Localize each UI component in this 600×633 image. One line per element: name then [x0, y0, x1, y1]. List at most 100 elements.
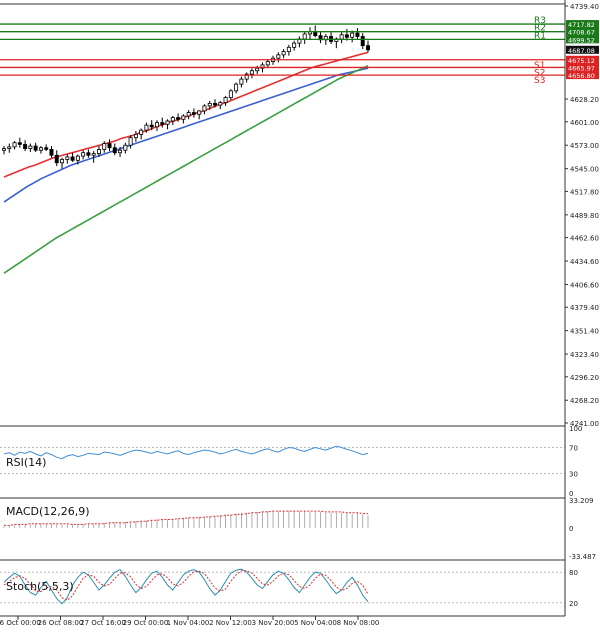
time-tick-label: 5 Nov 04:00 [294, 619, 337, 627]
candle-body [2, 148, 6, 151]
pivot-value-badge [566, 71, 599, 80]
price-tick-label: 4573.00 [570, 142, 599, 150]
macd-signal-line [4, 510, 368, 526]
pivot-label-s1: S1 [534, 61, 545, 71]
pivot-value-r3: 4717.82 [568, 21, 595, 29]
price-tick-label: 4434.60 [570, 258, 599, 266]
pivot-value-badge [566, 63, 599, 72]
candle-body [197, 110, 202, 115]
candle-body [186, 112, 191, 117]
time-tick-label: 26 Oct 08:00 [38, 619, 84, 627]
candle-body [286, 46, 291, 52]
candle-body [350, 32, 355, 38]
price-tick-label: 4517.80 [570, 188, 599, 196]
moving-average-line [3, 64, 369, 274]
candle-body [54, 154, 59, 164]
rsi-tick-label: 100 [569, 425, 582, 433]
pivot-value-r1: 4699.52 [568, 36, 595, 44]
time-tick-label: 3 Nov 20:00 [252, 619, 295, 627]
candle-body [96, 149, 101, 154]
price-tick-label: 4489.80 [570, 212, 599, 220]
candle-body [292, 42, 297, 48]
price-tick-label: 4406.60 [570, 281, 599, 289]
price-tick-label: 4739.40 [570, 3, 599, 11]
candle-body [107, 143, 112, 149]
pivot-label-s3: S3 [534, 76, 545, 86]
time-tick-label: 8 Nov 08:00 [337, 619, 380, 627]
price-candles [2, 25, 370, 169]
text-labels: 4739.40 4628.20 4601.00 4573.00 4545.00 4517.… [0, 3, 599, 627]
time-tick-label: 26 Oct 00:00 [0, 619, 41, 627]
candle-body [170, 117, 175, 122]
candle-body [28, 145, 33, 149]
pivot-value-s3: 4656.80 [568, 72, 595, 80]
candle-body [12, 142, 17, 148]
stoch-d-line [3, 570, 369, 601]
macd-tick-label: 33.209 [569, 497, 594, 505]
candle-body [123, 144, 128, 151]
candle-body [165, 120, 170, 125]
candle-body [44, 147, 49, 150]
candle-body [144, 124, 149, 131]
pivot-value-badge [566, 55, 599, 64]
price-tick-label: 4323.40 [570, 351, 599, 359]
pivot-value-s2: 4665.97 [568, 64, 595, 72]
candle-body [344, 34, 349, 38]
candle-body [149, 124, 154, 128]
candle-body [155, 122, 159, 128]
pivot-label-r1: R1 [534, 31, 546, 41]
stoch-k-line [3, 568, 369, 605]
price-tick-label: 4601.00 [570, 119, 599, 127]
stoch-tick-label: 20 [569, 600, 578, 608]
rsi-tick-label: 0 [569, 490, 573, 498]
rsi-tick-label: 70 [569, 445, 578, 453]
rsi-tick-label: 30 [569, 471, 578, 479]
candle-body [49, 149, 54, 156]
stoch-title: Stoch(5,5,3) [6, 580, 74, 593]
price-tick-label: 4351.40 [570, 328, 599, 336]
candle-body [139, 129, 144, 135]
pivot-value-badge [566, 20, 599, 29]
pivot-label-r2: R2 [534, 24, 546, 34]
price-tick-label: 4241.00 [570, 420, 599, 428]
candle-body [244, 73, 249, 80]
candle-body [366, 45, 370, 51]
candle-body [281, 51, 286, 56]
candle-body [265, 61, 270, 66]
pivot-levels [0, 20, 599, 80]
price-tick-label: 4296.20 [570, 374, 599, 382]
candle-body [133, 133, 138, 139]
candle-body [339, 34, 344, 40]
candle-body [17, 142, 22, 145]
price-tick-label: 4462.60 [570, 235, 599, 243]
pivot-label-r3: R3 [534, 16, 546, 26]
moving-averages [3, 51, 369, 274]
time-tick-label: 2 Nov 12:00 [209, 619, 252, 627]
candle-body [202, 105, 207, 112]
candle-body [33, 145, 38, 151]
candle-body [112, 147, 117, 154]
candle-body [260, 64, 265, 69]
pivot-value-badge [566, 35, 599, 44]
candle-body [176, 117, 181, 120]
stoch-tick-label: 80 [569, 569, 578, 577]
candle-body [218, 102, 223, 106]
candle-body [276, 54, 281, 59]
candle-body [65, 156, 70, 160]
time-tick-label: 27 Oct 16:00 [80, 619, 126, 627]
macd-panel [3, 510, 369, 528]
candle-body [228, 90, 233, 98]
pivot-label-s2: S2 [534, 68, 545, 78]
candle-body [38, 147, 43, 151]
candle-body [7, 146, 12, 149]
macd-tick-label: 0 [569, 525, 573, 533]
time-tick-label: 29 Oct 00:00 [123, 619, 169, 627]
candle-body [102, 143, 107, 150]
stochastic-panel [0, 568, 565, 605]
candle-body [81, 152, 86, 157]
candle-body [70, 156, 75, 161]
candle-body [181, 115, 186, 120]
candle-body [255, 67, 260, 72]
candle-body [23, 143, 28, 149]
